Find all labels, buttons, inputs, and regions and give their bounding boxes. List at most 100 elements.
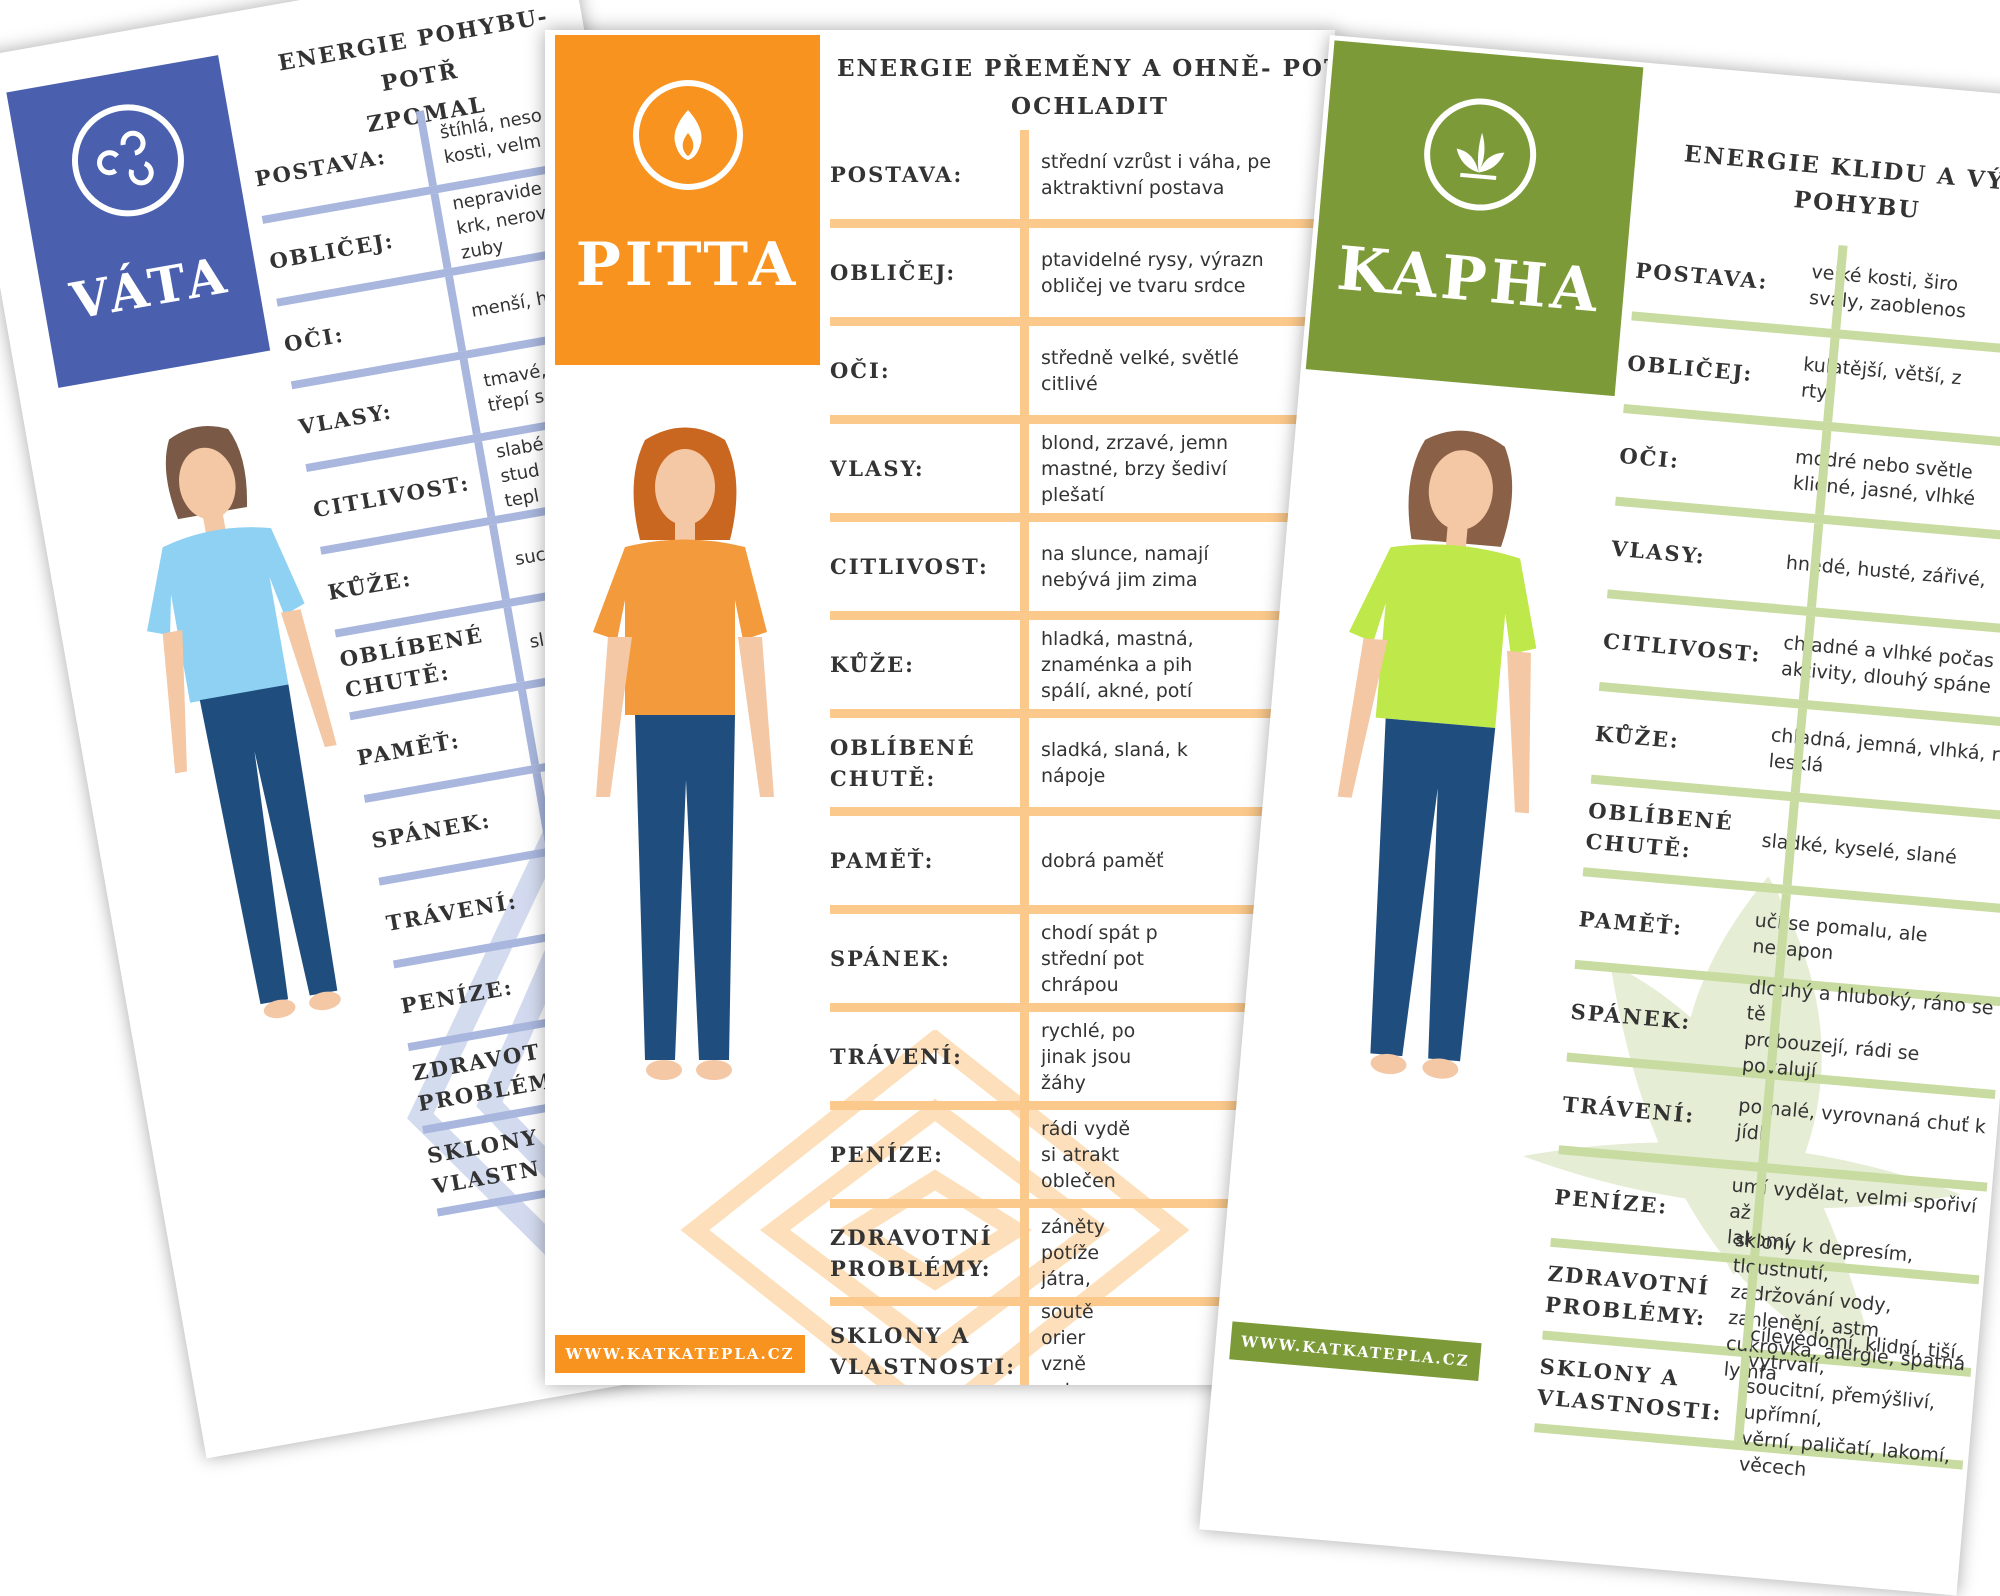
- kapha-row-value: chladné a vlhké počas aktivity, dlouhý s…: [1780, 631, 1995, 699]
- kapha-row-label: VLASY:: [1610, 535, 1707, 569]
- pitta-column-divider: [1020, 228, 1029, 317]
- pitta-sheet: PITTA ENERGIE PŘEMĚNY A OHNĚ- POT OCHLAD…: [545, 30, 1335, 1385]
- vata-header: VÁTA: [6, 55, 271, 388]
- pitta-row-value: ptavidelné rysy, výrazn obličej ve tvaru…: [1041, 248, 1264, 297]
- pitta-row: OČI: středně velké, světlé citlivé: [830, 326, 1335, 424]
- pitta-row-value: na slunce, namají nebývá jim zima: [1041, 542, 1209, 591]
- pitta-row-label: SKLONY A VLASTNOSTI:: [830, 1322, 1017, 1379]
- kapha-row-value: cílevědomí, klidní, tiší, vytrvalí, souc…: [1738, 1323, 1963, 1481]
- kapha-title: KAPHA: [1334, 233, 1605, 327]
- pitta-header: PITTA: [555, 35, 820, 365]
- vata-row-label: KŮŽE:: [325, 565, 414, 605]
- pitta-row: PENÍZE: rádi vydě si atrakt oblečen: [830, 1110, 1335, 1208]
- vata-title: VÁTA: [65, 245, 235, 331]
- kapha-woman-figure: [1337, 430, 1537, 1079]
- pitta-column-divider: [1020, 1110, 1029, 1199]
- pitta-title: PITTA: [575, 230, 800, 300]
- vata-row-label: PAMĚŤ:: [355, 727, 463, 770]
- kapha-row-label: PENÍZE:: [1553, 1183, 1670, 1219]
- vata-emblem: [62, 95, 193, 226]
- pitta-row-label: CITLIVOST:: [830, 554, 989, 579]
- vata-row-label: TRÁVENÍ:: [384, 887, 520, 936]
- kapha-row-label: TRÁVENÍ:: [1561, 1090, 1697, 1128]
- pitta-column-divider: [1020, 130, 1029, 219]
- pitta-row-label: OBLIČEJ:: [830, 260, 957, 285]
- kapha-header: KAPHA: [1305, 40, 1644, 397]
- pitta-row-value: blond, zrzavé, jemn mastné, brzy šediví …: [1041, 431, 1229, 506]
- pitta-column-divider: [1020, 1306, 1029, 1385]
- vata-row-label: SPÁNEK:: [369, 807, 494, 853]
- pitta-row: ZDRAVOTNÍ PROBLÉMY: záněty potíže játra,: [830, 1208, 1335, 1306]
- kapha-row-label: CITLIVOST:: [1602, 627, 1763, 667]
- kapha-website-badge: WWW.KATKATEPLA.CZ: [1229, 1321, 1482, 1382]
- pitta-row: OBLÍBENÉ CHUTĚ: sladká, slaná, k nápoje: [830, 718, 1335, 816]
- pitta-row-label: OBLÍBENÉ CHUTĚ:: [830, 734, 976, 791]
- pitta-row: PAMĚŤ: dobrá paměť: [830, 816, 1335, 914]
- pitta-column-divider: [1020, 718, 1029, 807]
- pitta-row: TRÁVENÍ: rychlé, po jinak jsou žáhy: [830, 1012, 1335, 1110]
- pitta-row-label: OČI:: [830, 358, 891, 383]
- kapha-row-label: OBLIČEJ:: [1626, 349, 1755, 386]
- vata-row-label: OBLIČEJ:: [267, 227, 397, 274]
- vata-row-label: VLASY:: [296, 397, 395, 440]
- pitta-column-divider: [1020, 1208, 1029, 1297]
- kapha-row-label: SKLONY A VLASTNOSTI:: [1536, 1353, 1724, 1426]
- vata-row-label: OČI:: [282, 321, 347, 357]
- pitta-row-value: hladká, mastná, znaménka a pih spálí, ak…: [1041, 627, 1194, 702]
- pitta-column-divider: [1020, 620, 1029, 709]
- pitta-row: POSTAVA: střední vzrůst i váha, pe aktrak…: [830, 130, 1335, 228]
- pitta-row-label: VLASY:: [830, 456, 925, 481]
- pitta-row: CITLIVOST: na slunce, namají nebývá jim z…: [830, 522, 1335, 620]
- kapha-subtitle: ENERGIE KLIDU A VÝŽI POHYBU: [1682, 140, 2000, 225]
- pitta-row-value: soutě orier vzně netr: [1041, 1300, 1094, 1386]
- kapha-row-label: SPÁNEK:: [1569, 998, 1693, 1034]
- pitta-row-label: ZDRAVOTNÍ PROBLÉMY:: [830, 1224, 993, 1281]
- triskelion-icon: [96, 130, 154, 186]
- pitta-row-value: záněty potíže játra,: [1041, 1215, 1106, 1290]
- flame-icon: [674, 110, 701, 160]
- pitta-row-value: rádi vydě si atrakt oblečen: [1041, 1117, 1131, 1192]
- kapha-row-label: OČI:: [1618, 442, 1681, 473]
- vata-row-label: CITLIVOST:: [311, 469, 472, 522]
- kapha-mandala-watermark: [1523, 876, 1962, 1368]
- kapha-row-value: sladké, kyselé, slané: [1760, 829, 1958, 869]
- pitta-row: SKLONY A VLASTNOSTI: soutě orier vzně net…: [830, 1301, 1335, 1385]
- pitta-row-value: středně velké, světlé citlivé: [1041, 346, 1239, 395]
- pitta-row-value: střední vzrůst i váha, pe aktraktivní po…: [1041, 150, 1272, 199]
- kapha-sheet: KAPHA ENERGIE KLIDU A VÝŽI POHYBU POSTAV…: [1199, 35, 2000, 1596]
- pitta-subtitle: ENERGIE PŘEMĚNY A OHNĚ- POT OCHLADIT: [836, 55, 1335, 120]
- pitta-column-divider: [1020, 522, 1029, 611]
- pitta-row: VLASY: blond, zrzavé, jemn mastné, brzy š…: [830, 424, 1335, 522]
- kapha-row-label: PAMĚŤ:: [1577, 905, 1685, 940]
- kapha-row-label: OBLÍBENÉ CHUTĚ:: [1584, 797, 1735, 863]
- pitta-column-divider: [1020, 816, 1029, 905]
- pitta-table: POSTAVA: střední vzrůst i váha, pe aktrak…: [830, 130, 1335, 1385]
- pitta-column-divider: [1020, 326, 1029, 415]
- pitta-row-label: TRÁVENÍ:: [830, 1044, 963, 1069]
- pitta-row-value: sladká, slaná, k nápoje: [1041, 738, 1188, 787]
- pitta-row-value: dobrá paměť: [1041, 849, 1164, 872]
- pitta-row: SPÁNEK: chodí spát p střední pot chrápou: [830, 914, 1335, 1012]
- pitta-column-divider: [1020, 424, 1029, 513]
- pitta-row: OBLIČEJ: ptavidelné rysy, výrazn obličej …: [830, 228, 1335, 326]
- pitta-row: KŮŽE: hladká, mastná, znaménka a pih spál…: [830, 620, 1335, 718]
- pitta-mandala-watermark: [680, 1030, 1190, 1385]
- pitta-column-divider: [1020, 914, 1029, 1003]
- pitta-woman-figure: [593, 427, 774, 1080]
- leaves-icon: [1456, 132, 1505, 181]
- vata-woman-figure: [147, 425, 341, 1019]
- vata-row-label: POSTAVA:: [252, 143, 389, 191]
- kapha-row-label: POSTAVA:: [1634, 257, 1770, 294]
- pitta-row-label: KŮŽE:: [830, 652, 915, 677]
- pitta-row-value: chodí spát p střední pot chrápou: [1041, 921, 1158, 996]
- pitta-row-label: SPÁNEK:: [830, 946, 951, 971]
- kapha-row-label: KŮŽE:: [1594, 720, 1681, 753]
- kapha-row-label: ZDRAVOTNÍ PROBLÉMY:: [1544, 1260, 1712, 1331]
- pitta-column-divider: [1020, 1012, 1029, 1101]
- kapha-emblem: [1419, 93, 1541, 216]
- pitta-row-label: PAMĚŤ:: [830, 848, 935, 873]
- kapha-table: POSTAVA: velké kosti, širo svaly, zaoblen…: [1534, 227, 2000, 1481]
- pitta-row-label: POSTAVA:: [830, 162, 964, 187]
- pitta-row-label: PENÍZE:: [830, 1142, 944, 1167]
- kapha-row-value: pomalé, vyrovnaná chuť k jídl: [1735, 1094, 1987, 1145]
